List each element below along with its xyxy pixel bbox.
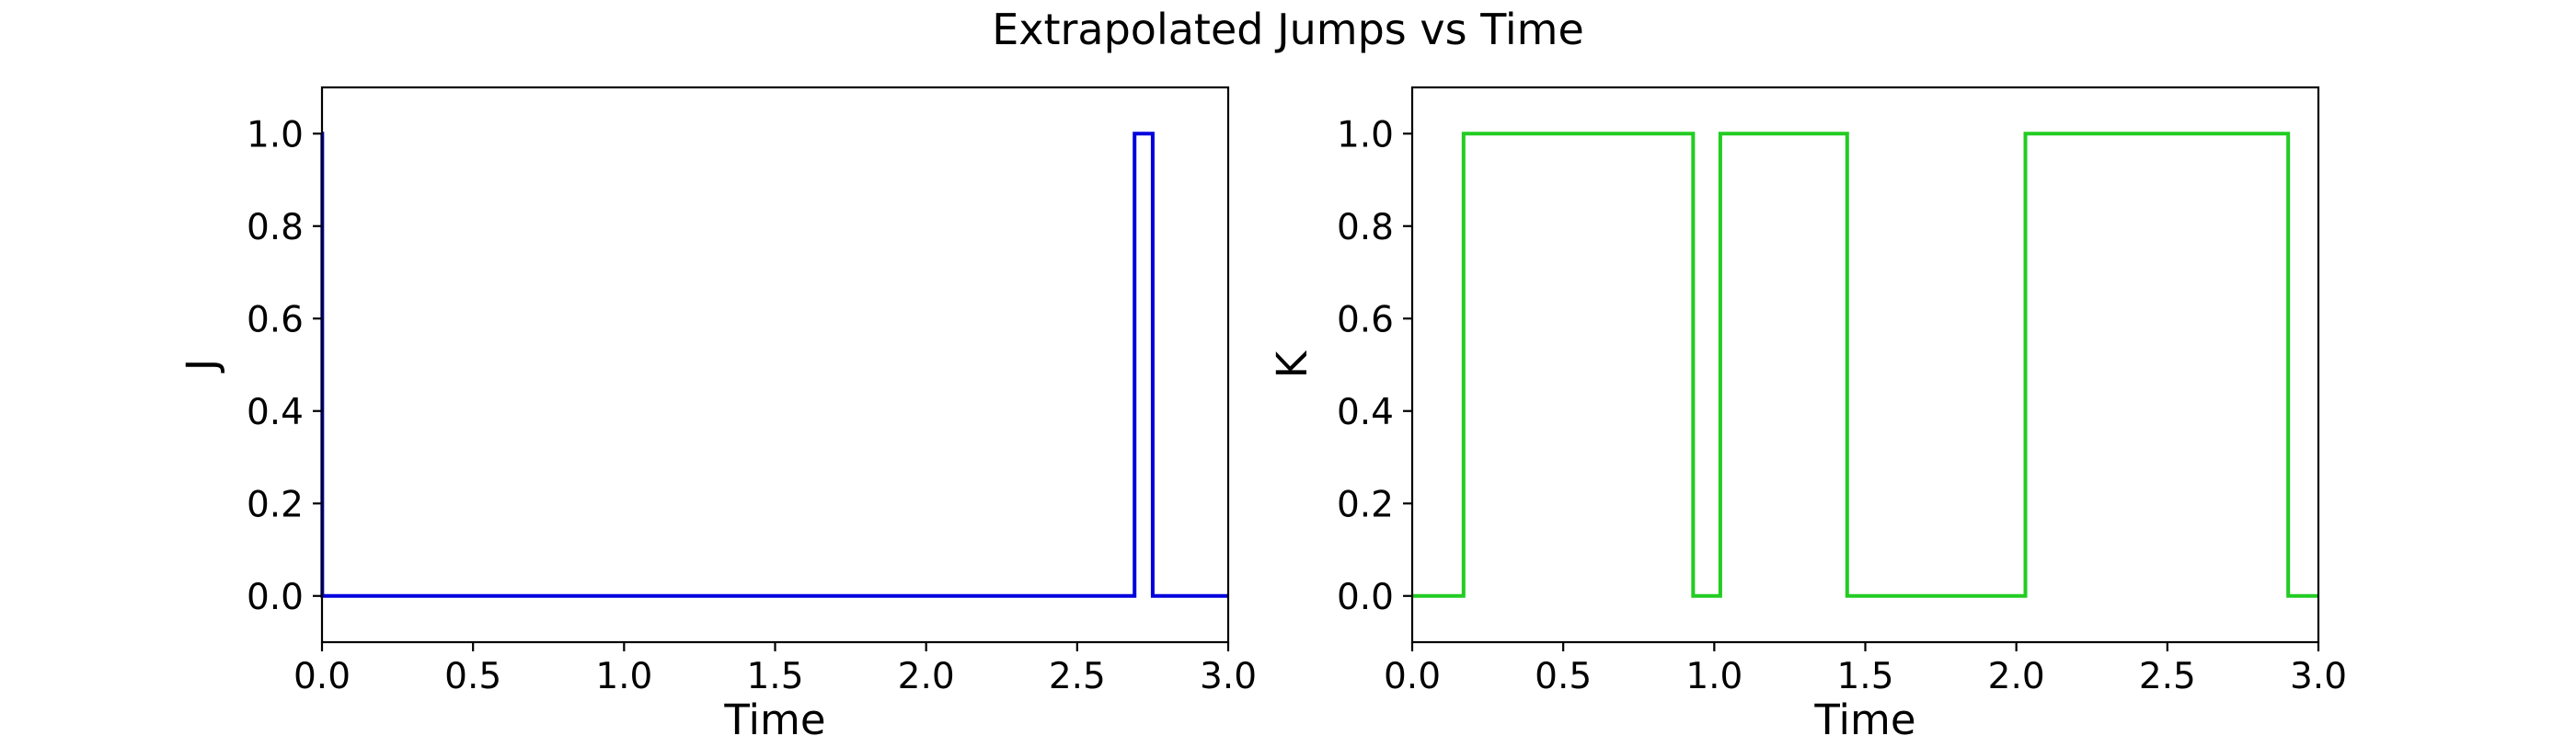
- subplot-2-x-tick-label: 2.0: [1988, 656, 2045, 697]
- subplot-1-x-tick-label: 1.5: [746, 656, 803, 697]
- subplot-2-x-axis-label: Time: [1813, 696, 1915, 736]
- subplot-1: 0.0 0.5 1.0 1.5 2.0 2.5 3.0 0.0 0.2 0.4 0.6 0.8 1.0 T…: [178, 86, 1257, 736]
- subplot-1-x-tick-label: 3.0: [1200, 656, 1257, 697]
- subplot-1-x-tick-label: 0.0: [293, 656, 351, 697]
- subplot-2-y-axis-label: K: [1268, 350, 1317, 378]
- subplot-1-y-tick-label: 0.6: [247, 299, 304, 340]
- subplot-2-y-tick-label: 1.0: [1337, 114, 1394, 155]
- subplot-1-y-tick-label: 0.0: [247, 577, 304, 618]
- subplot-1-x-axis-label: Time: [723, 696, 825, 736]
- subplot-2-y-tick-label: 0.6: [1337, 299, 1394, 340]
- figure-title: Extrapolated Jumps vs Time: [992, 5, 1584, 54]
- subplot-2-x-tick-label: 1.0: [1685, 656, 1742, 697]
- subplot-2-y-tick-label: 0.8: [1337, 207, 1394, 248]
- subplots: 0.0 0.5 1.0 1.5 2.0 2.5 3.0 0.0 0.2 0.4 0.6 0.8 1.0 T…: [178, 86, 2347, 736]
- subplot-2-y-tick-label: 0.0: [1337, 577, 1394, 618]
- subplot-1-y-tick-label: 0.2: [247, 484, 304, 525]
- subplot-2-x-tick-label: 1.5: [1836, 656, 1893, 697]
- subplot-2-x-tick-label: 2.5: [2139, 656, 2196, 697]
- subplot-1-x-tick-label: 1.0: [595, 656, 652, 697]
- subplot-2-y-tick-label: 0.4: [1337, 392, 1394, 433]
- subplot-2-x-tick-label: 0.5: [1535, 656, 1592, 697]
- subplot-1-y-axis-label: J: [178, 359, 226, 374]
- subplot-1-y-tick-label: 0.4: [247, 392, 304, 433]
- subplot-1-y-tick-label: 1.0: [247, 114, 304, 155]
- subplot-1-y-tick-label: 0.8: [247, 207, 304, 248]
- subplot-2-y-tick-label: 0.2: [1337, 484, 1394, 525]
- subplot-1-x-tick-label: 2.0: [898, 656, 955, 697]
- subplot-2: 0.0 0.5 1.0 1.5 2.0 2.5 3.0 0.0 0.2 0.4 0.6 0.8 1.0 T…: [1268, 86, 2347, 736]
- subplot-2-series-line-k: [1412, 132, 2318, 598]
- subplot-1-x-tick-label: 2.5: [1049, 656, 1106, 697]
- subplot-1-x-tick-label: 0.5: [444, 656, 501, 697]
- subplot-2-x-tick-label: 0.0: [1384, 656, 1441, 697]
- subplot-2-x-tick-label: 3.0: [2290, 656, 2347, 697]
